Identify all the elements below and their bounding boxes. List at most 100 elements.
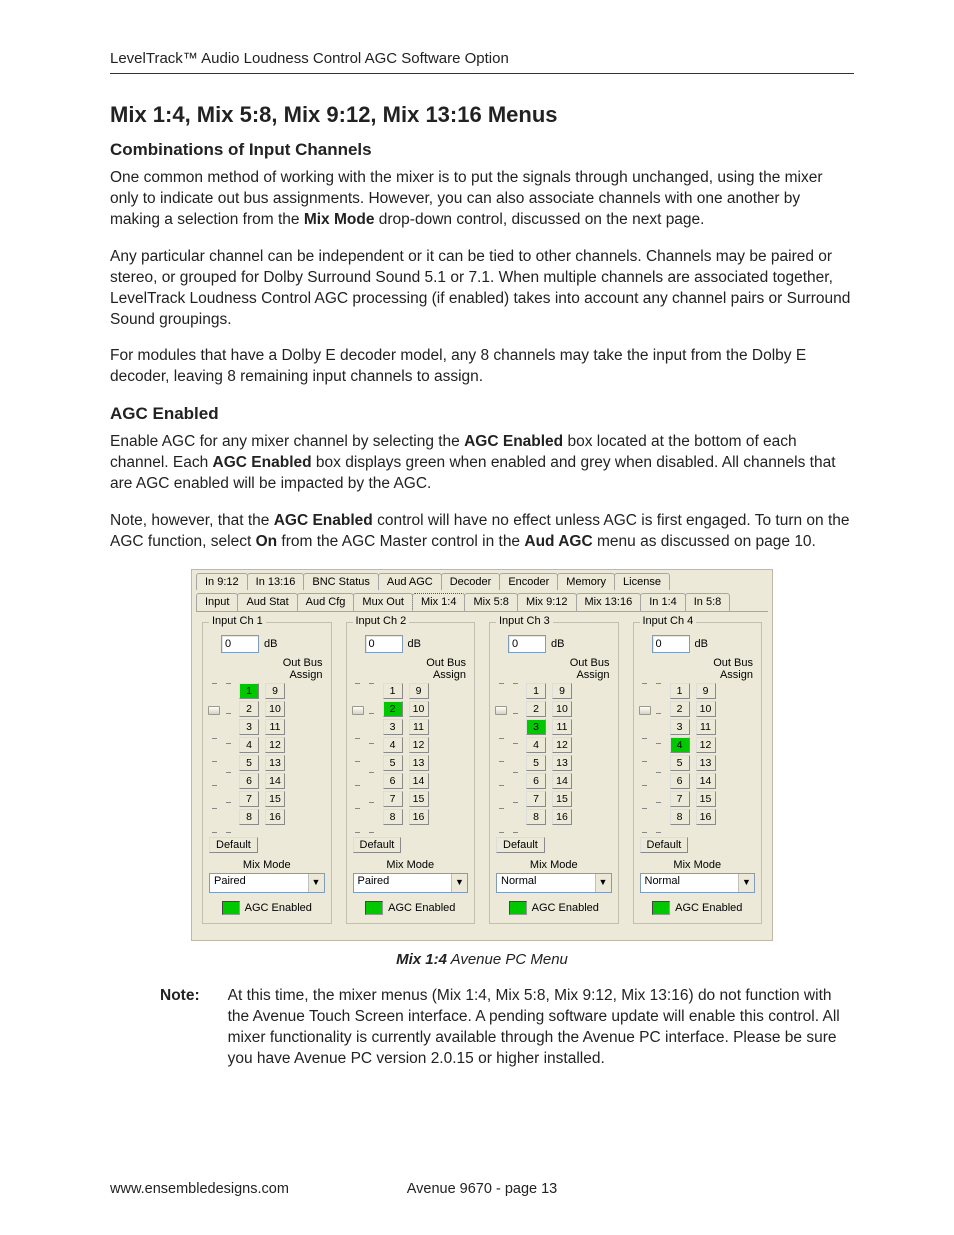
level-slider[interactable] — [510, 683, 520, 833]
outbus-button-2[interactable]: 2 — [670, 701, 690, 717]
outbus-button-7[interactable]: 7 — [383, 791, 403, 807]
tab-decoder[interactable]: Decoder — [441, 573, 501, 590]
outbus-button-11[interactable]: 11 — [696, 719, 716, 735]
outbus-button-12[interactable]: 12 — [552, 737, 572, 753]
tab-mix-1-4[interactable]: Mix 1:4 — [412, 593, 465, 611]
tab-aud-agc[interactable]: Aud AGC — [378, 573, 442, 590]
level-slider[interactable] — [209, 683, 219, 833]
default-button[interactable]: Default — [353, 837, 402, 853]
default-button[interactable]: Default — [496, 837, 545, 853]
outbus-button-1[interactable]: 1 — [670, 683, 690, 699]
agc-enabled-checkbox[interactable] — [509, 901, 527, 915]
slider-thumb[interactable] — [208, 706, 220, 715]
mixmode-select[interactable]: Normal▼ — [640, 873, 756, 893]
outbus-button-13[interactable]: 13 — [409, 755, 429, 771]
outbus-button-14[interactable]: 14 — [696, 773, 716, 789]
outbus-button-13[interactable]: 13 — [552, 755, 572, 771]
outbus-button-10[interactable]: 10 — [552, 701, 572, 717]
outbus-button-2[interactable]: 2 — [526, 701, 546, 717]
outbus-button-9[interactable]: 9 — [265, 683, 285, 699]
outbus-button-4[interactable]: 4 — [526, 737, 546, 753]
outbus-button-7[interactable]: 7 — [526, 791, 546, 807]
slider-thumb[interactable] — [495, 706, 507, 715]
outbus-button-8[interactable]: 8 — [670, 809, 690, 825]
outbus-button-1[interactable]: 1 — [526, 683, 546, 699]
level-slider[interactable] — [367, 683, 377, 833]
mixmode-select[interactable]: Paired▼ — [209, 873, 325, 893]
db-input[interactable] — [652, 635, 690, 653]
outbus-button-8[interactable]: 8 — [383, 809, 403, 825]
db-input[interactable] — [508, 635, 546, 653]
tab-license[interactable]: License — [614, 573, 670, 590]
chevron-down-icon[interactable]: ▼ — [308, 874, 324, 892]
outbus-button-12[interactable]: 12 — [265, 737, 285, 753]
outbus-button-9[interactable]: 9 — [696, 683, 716, 699]
outbus-button-8[interactable]: 8 — [239, 809, 259, 825]
outbus-button-11[interactable]: 11 — [265, 719, 285, 735]
mixmode-select[interactable]: Paired▼ — [353, 873, 469, 893]
outbus-button-6[interactable]: 6 — [239, 773, 259, 789]
tab-input[interactable]: Input — [196, 593, 238, 611]
outbus-button-4[interactable]: 4 — [383, 737, 403, 753]
outbus-button-10[interactable]: 10 — [265, 701, 285, 717]
level-slider[interactable] — [654, 683, 664, 833]
tab-in-13-16[interactable]: In 13:16 — [247, 573, 305, 590]
outbus-button-16[interactable]: 16 — [409, 809, 429, 825]
outbus-button-9[interactable]: 9 — [552, 683, 572, 699]
tab-encoder[interactable]: Encoder — [499, 573, 558, 590]
tab-mix-9-12[interactable]: Mix 9:12 — [517, 593, 577, 611]
outbus-button-6[interactable]: 6 — [670, 773, 690, 789]
tab-in-1-4[interactable]: In 1:4 — [640, 593, 686, 611]
tab-in-9-12[interactable]: In 9:12 — [196, 573, 248, 590]
outbus-button-14[interactable]: 14 — [552, 773, 572, 789]
default-button[interactable]: Default — [209, 837, 258, 853]
tab-aud-cfg[interactable]: Aud Cfg — [297, 593, 355, 611]
slider-thumb[interactable] — [639, 706, 651, 715]
level-slider[interactable] — [223, 683, 233, 833]
tab-mix-5-8[interactable]: Mix 5:8 — [464, 593, 517, 611]
outbus-button-1[interactable]: 1 — [239, 683, 259, 699]
outbus-button-3[interactable]: 3 — [526, 719, 546, 735]
slider-thumb[interactable] — [352, 706, 364, 715]
outbus-button-8[interactable]: 8 — [526, 809, 546, 825]
outbus-button-13[interactable]: 13 — [696, 755, 716, 771]
outbus-button-15[interactable]: 15 — [409, 791, 429, 807]
outbus-button-5[interactable]: 5 — [670, 755, 690, 771]
outbus-button-3[interactable]: 3 — [383, 719, 403, 735]
level-slider[interactable] — [496, 683, 506, 833]
outbus-button-2[interactable]: 2 — [239, 701, 259, 717]
tab-mux-out[interactable]: Mux Out — [353, 593, 413, 611]
tab-aud-stat[interactable]: Aud Stat — [237, 593, 297, 611]
db-input[interactable] — [221, 635, 259, 653]
outbus-button-7[interactable]: 7 — [670, 791, 690, 807]
outbus-button-6[interactable]: 6 — [526, 773, 546, 789]
outbus-button-11[interactable]: 11 — [409, 719, 429, 735]
level-slider[interactable] — [640, 683, 650, 833]
outbus-button-15[interactable]: 15 — [552, 791, 572, 807]
outbus-button-4[interactable]: 4 — [239, 737, 259, 753]
tab-memory[interactable]: Memory — [557, 573, 615, 590]
outbus-button-16[interactable]: 16 — [696, 809, 716, 825]
outbus-button-1[interactable]: 1 — [383, 683, 403, 699]
outbus-button-10[interactable]: 10 — [696, 701, 716, 717]
mixmode-select[interactable]: Normal▼ — [496, 873, 612, 893]
outbus-button-9[interactable]: 9 — [409, 683, 429, 699]
outbus-button-12[interactable]: 12 — [409, 737, 429, 753]
outbus-button-6[interactable]: 6 — [383, 773, 403, 789]
outbus-button-7[interactable]: 7 — [239, 791, 259, 807]
agc-enabled-checkbox[interactable] — [652, 901, 670, 915]
outbus-button-3[interactable]: 3 — [239, 719, 259, 735]
outbus-button-16[interactable]: 16 — [265, 809, 285, 825]
outbus-button-12[interactable]: 12 — [696, 737, 716, 753]
tab-in-5-8[interactable]: In 5:8 — [685, 593, 731, 611]
outbus-button-5[interactable]: 5 — [526, 755, 546, 771]
outbus-button-15[interactable]: 15 — [265, 791, 285, 807]
outbus-button-14[interactable]: 14 — [265, 773, 285, 789]
outbus-button-5[interactable]: 5 — [239, 755, 259, 771]
tab-mix-13-16[interactable]: Mix 13:16 — [576, 593, 642, 611]
db-input[interactable] — [365, 635, 403, 653]
chevron-down-icon[interactable]: ▼ — [738, 874, 754, 892]
chevron-down-icon[interactable]: ▼ — [451, 874, 467, 892]
outbus-button-15[interactable]: 15 — [696, 791, 716, 807]
outbus-button-11[interactable]: 11 — [552, 719, 572, 735]
